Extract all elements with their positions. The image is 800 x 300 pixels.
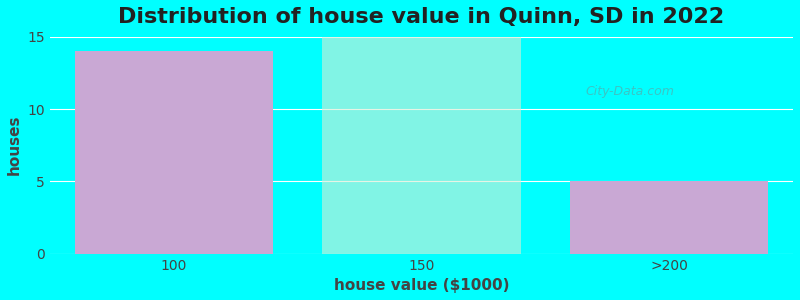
Title: Distribution of house value in Quinn, SD in 2022: Distribution of house value in Quinn, SD… (118, 7, 725, 27)
Bar (74, 51, 273, 254)
Y-axis label: houses: houses (7, 115, 22, 176)
Bar (322, 37, 521, 254)
Bar (570, 182, 768, 254)
X-axis label: house value ($1000): house value ($1000) (334, 278, 510, 293)
Text: City-Data.com: City-Data.com (585, 85, 674, 98)
